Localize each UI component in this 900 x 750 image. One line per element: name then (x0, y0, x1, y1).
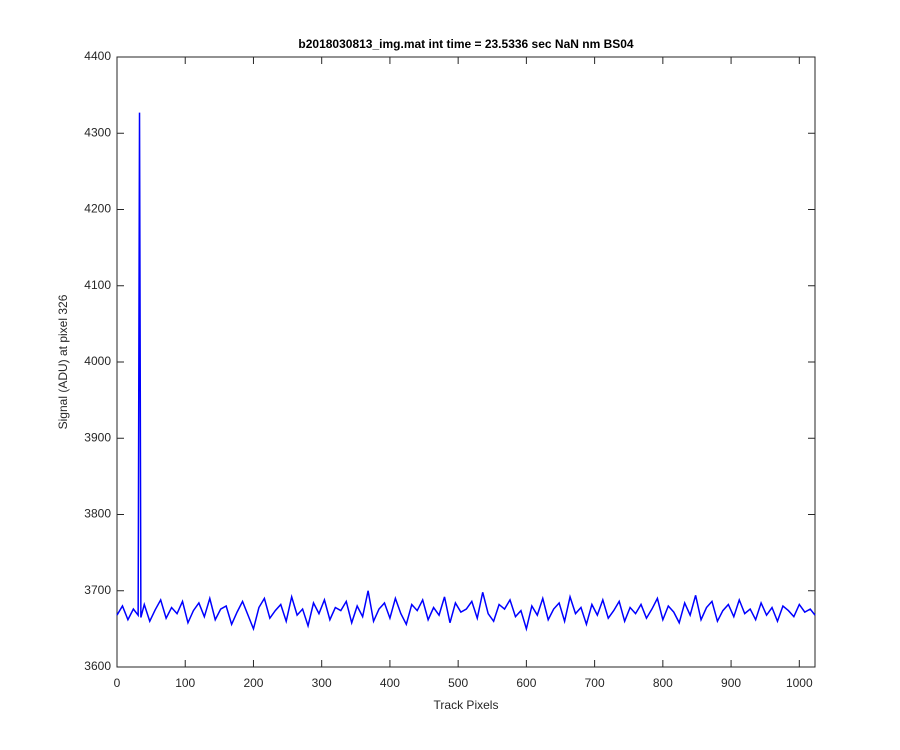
y-tick-label: 3800 (84, 507, 111, 521)
y-tick-label: 4400 (84, 49, 111, 63)
x-tick-label: 900 (721, 676, 741, 690)
y-tick-label: 4200 (84, 202, 111, 216)
data-line (116, 112, 816, 632)
x-tick-label: 400 (380, 676, 400, 690)
x-tick-label: 1000 (786, 676, 813, 690)
chart-title: b2018030813_img.mat int time = 23.5336 s… (298, 37, 634, 51)
x-tick-label: 0 (114, 676, 121, 690)
y-tick-label: 3700 (84, 583, 111, 597)
x-tick-label: 500 (448, 676, 468, 690)
x-axis-label: Track Pixels (434, 698, 499, 712)
x-tick-label: 100 (175, 676, 195, 690)
y-tick-label: 3600 (84, 659, 111, 673)
y-tick-label: 4100 (84, 278, 111, 292)
x-tick-label: 200 (243, 676, 263, 690)
y-tick-label: 4300 (84, 125, 111, 139)
y-tick-label: 4000 (84, 354, 111, 368)
y-tick-label: 3900 (84, 430, 111, 444)
x-tick-label: 700 (585, 676, 605, 690)
x-tick-label: 300 (312, 676, 332, 690)
x-tick-label: 600 (516, 676, 536, 690)
y-axis-label: Signal (ADU) at pixel 326 (56, 294, 70, 429)
plot-box (116, 56, 816, 668)
x-tick-label: 800 (653, 676, 673, 690)
